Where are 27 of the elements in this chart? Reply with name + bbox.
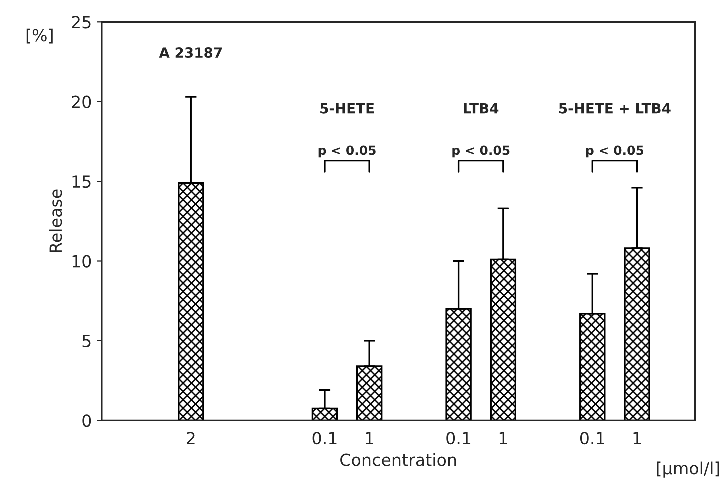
annotation: p < 0.05 bbox=[452, 146, 510, 158]
annotation: LTB4 bbox=[464, 104, 499, 114]
annotation: p < 0.05 bbox=[586, 146, 644, 158]
x-tick-label: 0.1 bbox=[446, 432, 471, 445]
annotation: A 23187 bbox=[159, 48, 222, 58]
text: [%] bbox=[26, 28, 53, 44]
annotation: p < 0.05 bbox=[318, 146, 376, 158]
x-tick-label: 0.1 bbox=[312, 432, 337, 445]
text: [µmol/l] bbox=[657, 462, 720, 478]
bar bbox=[446, 308, 472, 421]
y-tick-label: 25 bbox=[72, 16, 91, 29]
x-tick-label: 1 bbox=[500, 432, 508, 444]
x-tick-label: 0.1 bbox=[580, 432, 604, 445]
y-tick-label: 5 bbox=[82, 335, 91, 348]
bar bbox=[624, 248, 650, 421]
x-tick-label: 1 bbox=[366, 432, 374, 444]
y-tick-label: 20 bbox=[72, 96, 92, 108]
x-axis-title: Concentration bbox=[340, 453, 456, 466]
y-tick-label: 0 bbox=[82, 414, 92, 428]
annotation: 5-HETE bbox=[320, 104, 374, 114]
x-tick-label: 1 bbox=[634, 432, 642, 444]
bar bbox=[356, 366, 383, 421]
y-axis-title: Release bbox=[49, 190, 62, 252]
x-tick-label: 2 bbox=[187, 432, 195, 444]
y-tick-label: 10 bbox=[72, 255, 92, 268]
annotation: 5-HETE + LTB4 bbox=[559, 104, 671, 114]
y-tick-label: 15 bbox=[72, 176, 91, 188]
